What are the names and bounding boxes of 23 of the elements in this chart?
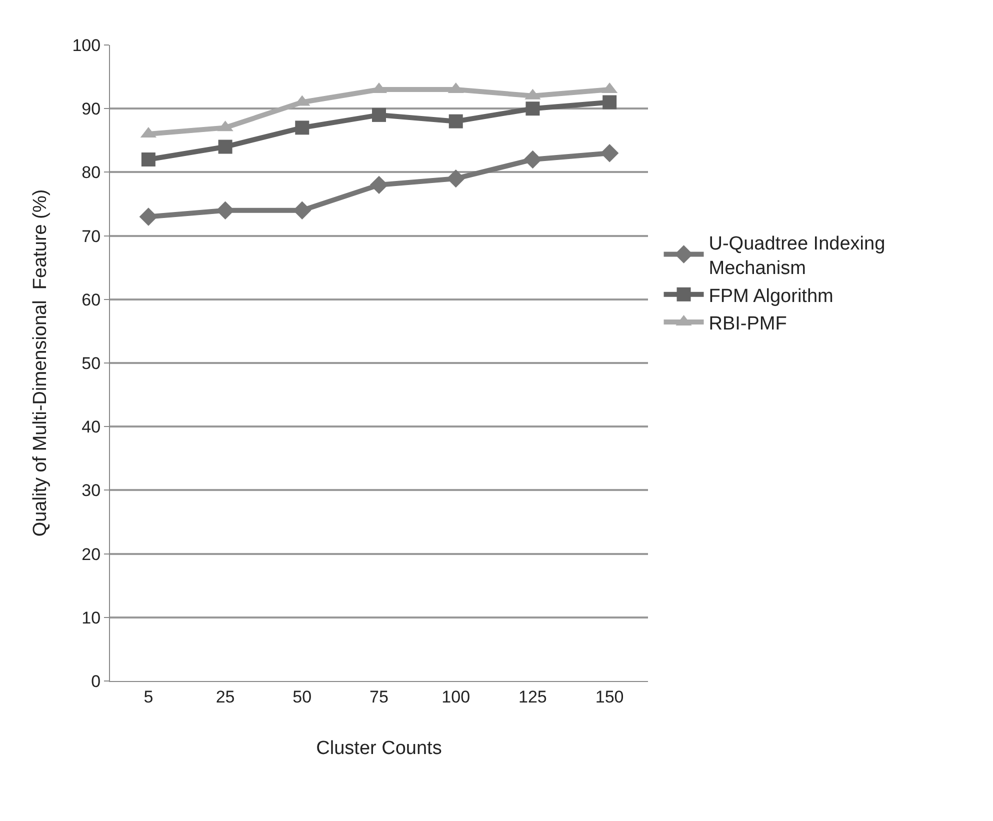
y-tick-label: 10: [82, 608, 101, 628]
y-tick-label: 20: [82, 544, 101, 564]
x-tick-label: 25: [216, 687, 235, 706]
x-tick-label: 5: [144, 687, 154, 706]
y-tick-label: 90: [82, 100, 101, 119]
x-tick-label: 125: [518, 687, 547, 706]
y-tick-label: 100: [72, 36, 101, 55]
y-tick-label: 40: [82, 418, 101, 437]
legend-label: U-Quadtree Indexing Mechanism: [708, 233, 886, 280]
x-tick-label: 150: [595, 687, 624, 706]
y-tick-label: 80: [82, 163, 101, 182]
x-tick-label: 100: [442, 687, 470, 706]
x-tick-label: 75: [370, 687, 388, 706]
y-tick-label: 50: [82, 354, 101, 373]
x-tick-label: 50: [292, 687, 312, 706]
legend-label: FPM Algorithm: [708, 286, 834, 307]
y-axis-title: Quality of Multi-Dimensional Feature (%): [30, 189, 52, 537]
y-tick-label: 70: [82, 226, 101, 246]
x-axis-title: Cluster Counts: [316, 738, 442, 760]
y-tick-label: 60: [82, 290, 101, 310]
legend-label: RBI-PMF: [708, 313, 787, 334]
y-tick-label: 30: [82, 481, 101, 500]
y-tick-label: 0: [91, 672, 101, 691]
